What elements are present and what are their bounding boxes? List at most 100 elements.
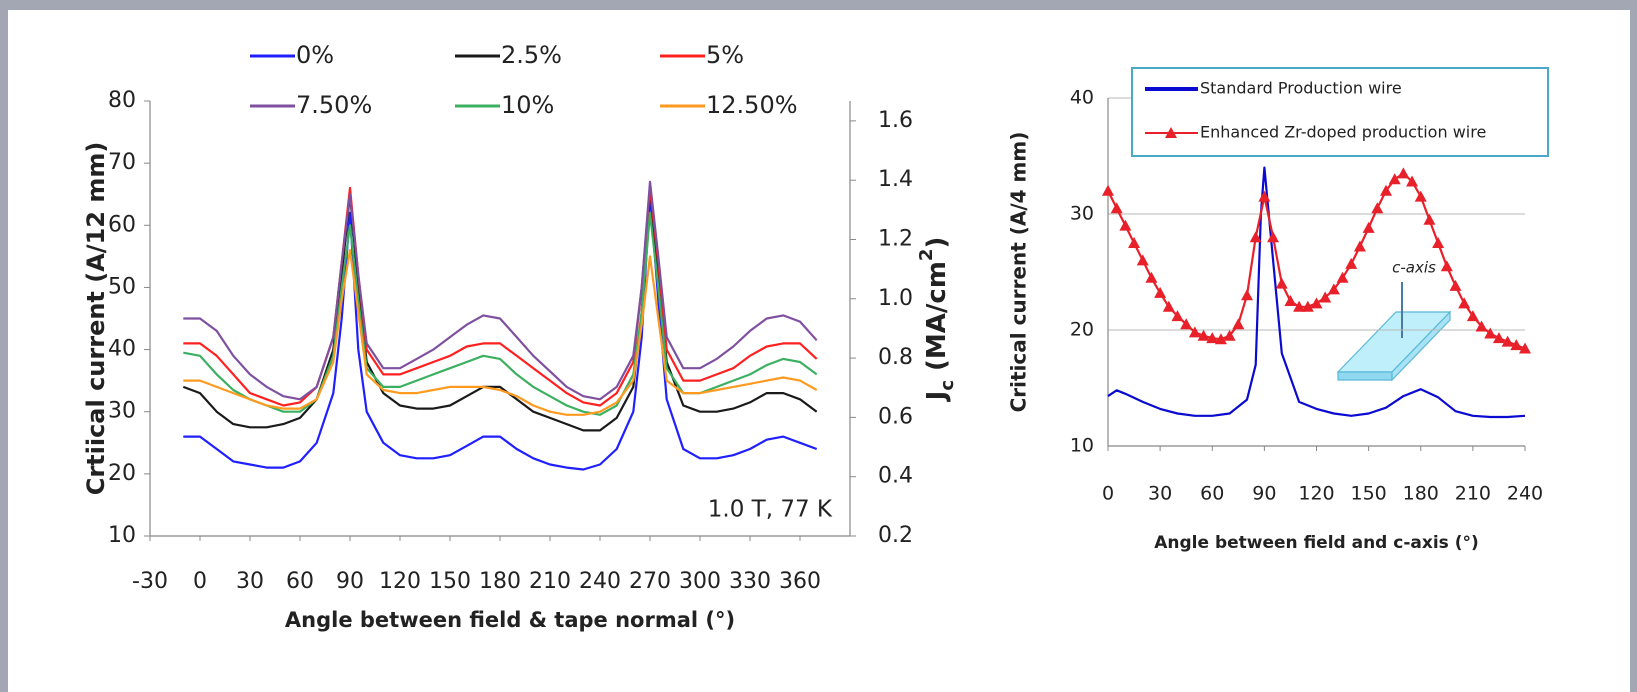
marker [1128, 237, 1141, 248]
y-axis-label: Critical current (A/4 mm) [1007, 132, 1031, 413]
legend-marker [1165, 127, 1177, 138]
series-line [183, 193, 818, 471]
marker [1336, 271, 1349, 283]
x-tick-label: 90 [1252, 483, 1276, 505]
marker [1475, 320, 1488, 332]
x-tick-label: 150 [1350, 483, 1386, 505]
marker [1206, 332, 1219, 344]
marker [1414, 190, 1427, 202]
marker [1275, 277, 1288, 289]
marker [1423, 213, 1436, 225]
marker [1284, 295, 1297, 306]
y-tick-label: 20 [1070, 319, 1094, 341]
y-tick-label: 60 [108, 212, 136, 237]
marker [1510, 339, 1523, 351]
legend-label: 12.50% [706, 91, 798, 119]
marker [1319, 291, 1332, 303]
marker [1327, 283, 1340, 295]
legend-label: 0% [296, 41, 334, 69]
marker [1214, 333, 1227, 345]
marker [1136, 254, 1149, 266]
y2-axis-label: Jc (MA/cm2) [916, 237, 958, 403]
x-tick-label: 120 [1298, 483, 1334, 505]
marker [1406, 175, 1419, 187]
y-tick-label: 40 [108, 337, 136, 362]
legend-box [1131, 67, 1549, 157]
x-tick-label: 150 [429, 569, 471, 594]
x-tick-label: 270 [629, 569, 671, 594]
marker [1301, 300, 1314, 312]
y-axis-label: Crtiical current (A/12 mm) [82, 142, 110, 496]
marker [1432, 237, 1445, 248]
x-axis-label: Angle between field & tape normal (°) [285, 608, 735, 632]
y2-tick-label: 1.4 [878, 167, 913, 192]
annotation: 1.0 T, 77 K [708, 497, 833, 523]
marker [1484, 327, 1497, 339]
x-tick-label: 0 [1102, 483, 1114, 505]
x-tick-label: -30 [132, 569, 168, 594]
marker [1154, 286, 1167, 298]
marker [1171, 310, 1184, 322]
y2-tick-label: 1.0 [878, 286, 913, 311]
marker [1492, 332, 1505, 344]
x-axis-label: Angle between field and c-axis (°) [1154, 533, 1479, 553]
x-tick-label: 0 [193, 569, 207, 594]
x-tick-label: 90 [336, 569, 364, 594]
marker [1362, 221, 1375, 233]
y2-tick-label: 0.6 [878, 404, 913, 429]
marker [1241, 289, 1253, 301]
marker [1440, 260, 1453, 272]
y-tick-label: 30 [108, 399, 136, 424]
y-tick-label: 40 [1070, 87, 1094, 109]
marker [1397, 167, 1410, 179]
series-line [1107, 166, 1526, 419]
y2-tick-label: 1.2 [878, 226, 913, 251]
y-tick-label: 80 [108, 88, 136, 113]
x-tick-label: 120 [379, 569, 421, 594]
y-tick-label: 70 [108, 150, 136, 175]
legend-label: 2.5% [501, 41, 562, 69]
y-tick-label: 30 [1070, 203, 1094, 225]
y-tick-label: 50 [108, 274, 136, 299]
legend-label: 7.50% [296, 91, 372, 119]
series-line [1107, 172, 1526, 350]
legend-label: Standard Production wire [1200, 79, 1402, 98]
marker [1371, 202, 1384, 214]
marker [1388, 173, 1401, 185]
series-line [183, 211, 818, 416]
y-tick-label: 10 [1070, 435, 1094, 457]
marker [1197, 329, 1210, 341]
annotation: c-axis [1392, 259, 1436, 277]
x-tick-label: 180 [1403, 483, 1439, 505]
y2-label-part: c [937, 380, 958, 391]
x-tick-label: 30 [1148, 483, 1172, 505]
y2-label-part: J [922, 391, 952, 403]
marker [1162, 300, 1175, 312]
x-tick-label: 360 [779, 569, 821, 594]
x-tick-label: 60 [1200, 483, 1224, 505]
series-line [182, 186, 818, 432]
marker [1293, 300, 1306, 312]
x-tick-label: 300 [679, 569, 721, 594]
y-tick-label: 20 [108, 461, 136, 486]
marker [1458, 297, 1471, 309]
marker [1519, 342, 1531, 354]
y-tick-label: 10 [108, 523, 136, 548]
marker [1188, 326, 1201, 338]
marker [1110, 202, 1123, 214]
series-line [183, 249, 818, 416]
x-tick-label: 210 [529, 569, 571, 594]
marker [1102, 184, 1114, 196]
y2-label-part: 2 [916, 249, 937, 262]
y2-label-part: (MA/cm [922, 261, 952, 380]
marker [1449, 279, 1462, 291]
y2-tick-label: 0.4 [878, 464, 913, 489]
x-tick-label: 330 [729, 569, 771, 594]
x-tick-label: 60 [286, 569, 314, 594]
marker [1501, 335, 1514, 347]
y2-tick-label: 0.2 [878, 523, 913, 548]
marker [1345, 257, 1358, 269]
marker [1232, 318, 1245, 330]
